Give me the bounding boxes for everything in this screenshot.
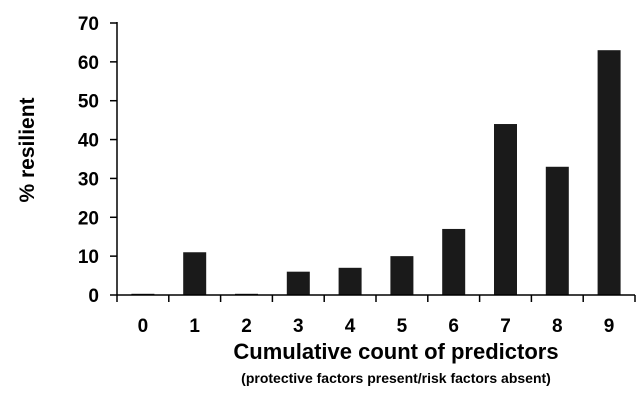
y-tick-label-70: 70 [78, 14, 99, 35]
bar-7 [494, 124, 517, 295]
y-tick-label-50: 50 [78, 92, 99, 113]
x-axis-label: Cumulative count of predictors [233, 339, 558, 364]
y-axis-tick-labels: 0 10 20 30 40 50 60 70 [78, 14, 99, 307]
y-tick-label-20: 20 [78, 208, 99, 229]
bar-4 [339, 268, 362, 295]
x-axis-tick-labels: 0 1 2 3 4 5 6 7 8 9 [138, 316, 615, 337]
bar-8 [546, 167, 569, 295]
x-axis-sublabel: (protective factors present/risk factors… [241, 370, 551, 386]
y-tick-label-60: 60 [78, 53, 99, 74]
bar-5 [390, 256, 413, 295]
x-axis-ticks [117, 295, 635, 302]
x-tick-label-9: 9 [604, 316, 615, 337]
y-tick-label-30: 30 [78, 169, 99, 190]
y-axis-ticks [110, 23, 117, 295]
y-tick-label-0: 0 [88, 286, 99, 307]
x-tick-label-3: 3 [293, 316, 304, 337]
y-tick-label-10: 10 [78, 247, 99, 268]
bar-1 [183, 252, 206, 295]
x-tick-label-5: 5 [397, 316, 408, 337]
x-tick-label-8: 8 [552, 316, 563, 337]
x-tick-label-2: 2 [241, 316, 252, 337]
bar-9 [598, 50, 621, 295]
bar-3 [287, 272, 310, 295]
x-tick-label-0: 0 [138, 316, 149, 337]
x-tick-label-6: 6 [448, 316, 459, 337]
y-axis-label: % resilient [16, 97, 39, 202]
x-tick-label-1: 1 [189, 316, 200, 337]
x-tick-label-7: 7 [500, 316, 511, 337]
y-tick-label-40: 40 [78, 131, 99, 152]
bar-6 [442, 229, 465, 295]
x-tick-label-4: 4 [345, 316, 356, 337]
bars [131, 50, 620, 295]
